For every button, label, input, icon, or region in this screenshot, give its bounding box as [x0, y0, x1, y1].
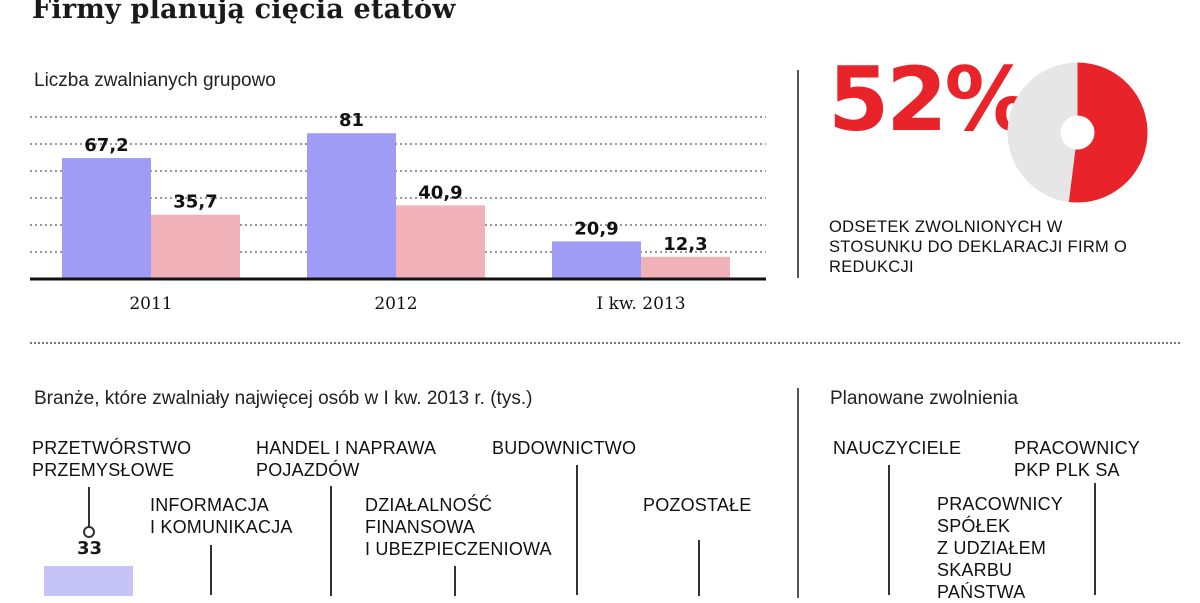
- leader-finance: [454, 566, 456, 596]
- data-label: 12,3: [663, 234, 707, 255]
- pie-slice: [1007, 62, 1078, 202]
- planned-label-state-l5: PAŃSTWA: [937, 582, 1026, 602]
- industry-label-trade-l1: HANDEL I NAPRAWA: [256, 438, 437, 458]
- industry-label-it-l2: I KOMUNIKACJA: [150, 517, 293, 537]
- planned-label-pkp-l2: PKP PLK SA: [1014, 460, 1120, 480]
- planned-label-state-l4: SKARBU: [937, 560, 1013, 580]
- bar-2011-series-1: [62, 158, 151, 279]
- data-label: 40,9: [418, 182, 462, 203]
- pie-hole: [1060, 115, 1095, 150]
- bar-2012-series-1: [307, 133, 396, 279]
- percentage-pie-chart: [1007, 62, 1148, 203]
- leader-other: [698, 540, 700, 596]
- industry-label-trade: HANDEL I NAPRAWA POJAZDÓW: [256, 437, 436, 481]
- industry-label-other: POZOSTAŁE: [643, 495, 752, 515]
- planned-label-pkp-l1: PRACOWNICY: [1014, 438, 1141, 458]
- industry-label-it: INFORMACJA I KOMUNIKACJA: [150, 494, 293, 538]
- category-label: 2012: [374, 294, 417, 314]
- planned-label-state-l3: Z UDZIAŁEM: [937, 538, 1047, 558]
- leader-manufacturing: [88, 487, 90, 531]
- category-label: 2011: [129, 294, 172, 314]
- page-title: Firmy planują cięcia etatów: [32, 0, 456, 25]
- leader-dot-manufacturing: [83, 526, 95, 538]
- divider-horizontal: [30, 342, 1180, 344]
- industry-label-manufacturing-l1: PRZETWÓRSTWO: [32, 438, 192, 458]
- data-label: 35,7: [173, 192, 217, 213]
- data-label: 81: [339, 110, 364, 131]
- percentage-caption: ODSETEK ZWOLNIONYCH W STOSUNKU DO DEKLAR…: [829, 218, 1128, 276]
- manufacturing-value-label: 33: [77, 538, 103, 559]
- data-label: 20,9: [574, 218, 618, 239]
- industries-title: Branże, które zwalniały najwięcej osób w…: [34, 388, 533, 409]
- bar-chart-title: Liczba zwalnianych grupowo: [34, 70, 276, 91]
- percentage-value: 52%: [828, 48, 1033, 151]
- pie-slice: [1068, 62, 1148, 203]
- industry-label-finance: DZIAŁALNOŚĆ FINANSOWA I UBEZPIECZENIOWA: [365, 494, 552, 560]
- divider-vertical-top: [797, 70, 799, 278]
- industry-label-it-l1: INFORMACJA: [150, 495, 269, 515]
- bar-manufacturing: [44, 566, 133, 596]
- divider-vertical-bottom: [797, 388, 799, 598]
- data-label: 67,2: [84, 135, 128, 156]
- leader-construction: [576, 465, 578, 595]
- bar-Ikw2013-series-1: [552, 241, 641, 279]
- category-label: I kw. 2013: [596, 294, 685, 314]
- industry-label-finance-l3: I UBEZPIECZENIOWA: [365, 539, 552, 559]
- planned-label-pkp: PRACOWNICY PKP PLK SA: [1014, 437, 1140, 481]
- leader-pkp: [1094, 483, 1096, 595]
- bar-2011-series-2: [151, 214, 240, 279]
- industry-label-manufacturing-l2: PRZEMYSŁOWE: [32, 460, 175, 480]
- industry-label-trade-l2: POJAZDÓW: [256, 460, 360, 480]
- leader-it: [210, 545, 212, 595]
- planned-label-state-companies: PRACOWNICY SPÓŁEK Z UDZIAŁEM SKARBU PAŃSTWA: [937, 493, 1063, 603]
- leader-teachers: [888, 465, 890, 595]
- industry-label-construction: BUDOWNICTWO: [492, 438, 637, 458]
- leader-trade: [330, 486, 332, 596]
- planned-label-teachers: NAUCZYCIELE: [833, 438, 962, 458]
- bar-2012-series-2: [396, 205, 485, 279]
- industry-label-finance-l2: FINANSOWA: [365, 517, 476, 537]
- planned-title: Planowane zwolnienia: [830, 388, 1019, 409]
- bar-Ikw2013-series-2: [641, 256, 730, 279]
- planned-label-state-l1: PRACOWNICY: [937, 494, 1064, 514]
- planned-label-state-l2: SPÓŁEK: [937, 516, 1011, 536]
- layoffs-bar-chart: 67,2 35,7 81 40,9 20,9 12,3 2011 2012 I kw. 201…: [30, 110, 766, 314]
- industry-label-manufacturing: PRZETWÓRSTWO PRZEMYSŁOWE: [32, 437, 191, 481]
- industry-label-finance-l1: DZIAŁALNOŚĆ: [365, 495, 493, 515]
